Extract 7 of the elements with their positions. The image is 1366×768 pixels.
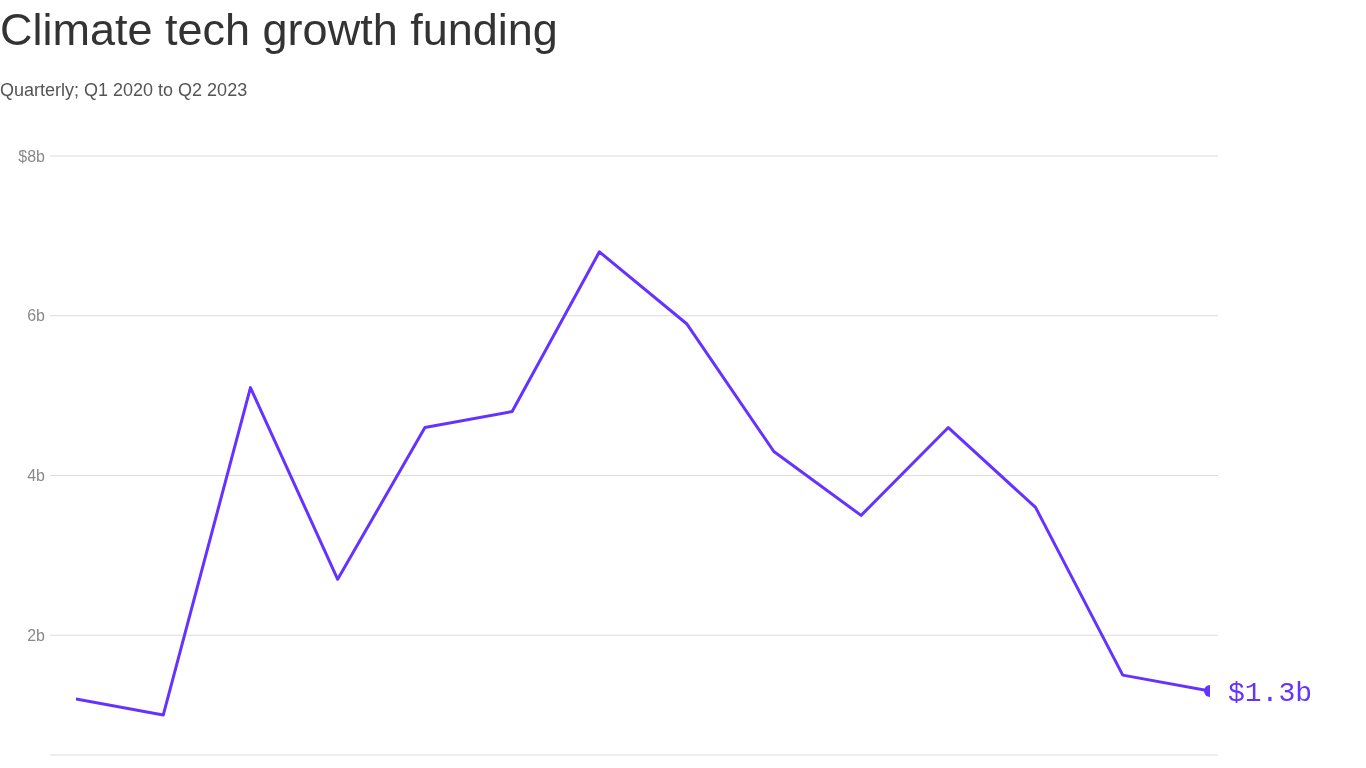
chart-title: Climate tech growth funding xyxy=(0,4,558,55)
chart-subtitle: Quarterly; Q1 2020 to Q2 2023 xyxy=(0,80,248,100)
y-tick-label: 4b xyxy=(27,467,46,485)
data-label: $1.3b xyxy=(1228,677,1313,709)
y-tick-label: 2b xyxy=(27,626,46,644)
y-tick-label: 6b xyxy=(27,307,46,325)
y-tick-label: $8b xyxy=(18,147,46,165)
